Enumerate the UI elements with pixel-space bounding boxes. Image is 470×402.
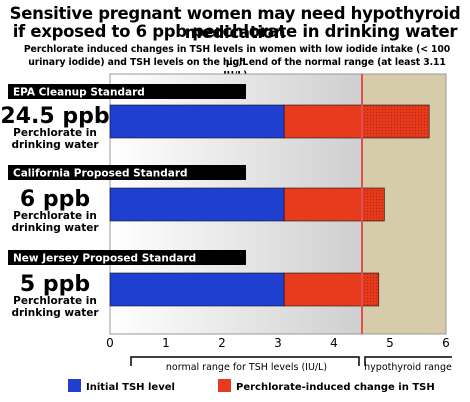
perchlorate-label-line-2: drinking water [11, 222, 99, 234]
hypothyroid-range-bracket [364, 356, 452, 366]
perchlorate-change-bar [283, 187, 363, 222]
x-tick-label: 5 [386, 336, 394, 350]
normal-range-label: normal range for TSH levels (IU/L) [166, 362, 327, 373]
x-tick-label: 0 [106, 336, 114, 350]
chart-subtitle-line-1: Perchlorate induced changes in TSH level… [23, 44, 451, 68]
x-tick-label: 3 [274, 336, 282, 350]
initial-tsh-bar [109, 104, 285, 139]
concentration-value: 5 ppb [20, 272, 90, 297]
concentration-value: 6 ppb [20, 187, 90, 212]
legend-swatch-initial-tsh [68, 379, 81, 392]
standard-label: California Proposed Standard [13, 168, 188, 180]
legend-label-initial-tsh: Initial TSH level [86, 382, 175, 393]
perchlorate-label-line-1: Perchlorate in [13, 210, 97, 222]
x-tick-label: 1 [162, 336, 170, 350]
standard-label-band [8, 84, 246, 99]
perchlorate-change-bar [283, 104, 363, 139]
perchlorate-label-line-1: Perchlorate in [13, 295, 97, 307]
standard-label-band [8, 250, 246, 265]
perchlorate-label-line-2: drinking water [11, 307, 99, 319]
legend-label-perchlorate-change: Perchlorate-induced change in TSH [236, 382, 435, 393]
standard-label: New Jersey Proposed Standard [13, 253, 196, 265]
concentration-value: 24.5 ppb [0, 104, 109, 129]
perchlorate-label-line-1: Perchlorate in [13, 127, 97, 139]
perchlorate-change-bar-hypothyroid [361, 187, 385, 222]
perchlorate-change-bar [283, 272, 363, 307]
chart-title-line-1: Sensitive pregnant women may need hypoth… [9, 4, 461, 42]
standard-label-band [8, 165, 246, 180]
normal-range-bracket [130, 356, 360, 366]
legend-swatch-perchlorate-change [218, 379, 231, 392]
standard-label: EPA Cleanup Standard [13, 87, 145, 99]
chart-title-line-2: if exposed to 6 ppb perchlorate in drink… [12, 22, 458, 41]
perchlorate-change-bar-hypothyroid [361, 104, 430, 139]
initial-tsh-bar [109, 272, 285, 307]
perchlorate-change-bar-hypothyroid [361, 272, 380, 307]
hypothyroid-range-label: hypothyroid range [364, 362, 452, 373]
initial-tsh-bar [109, 187, 285, 222]
x-tick-label: 6 [442, 336, 450, 350]
x-tick-label: 2 [218, 336, 226, 350]
x-tick-label: 4 [330, 336, 338, 350]
perchlorate-label-line-2: drinking water [11, 139, 99, 151]
